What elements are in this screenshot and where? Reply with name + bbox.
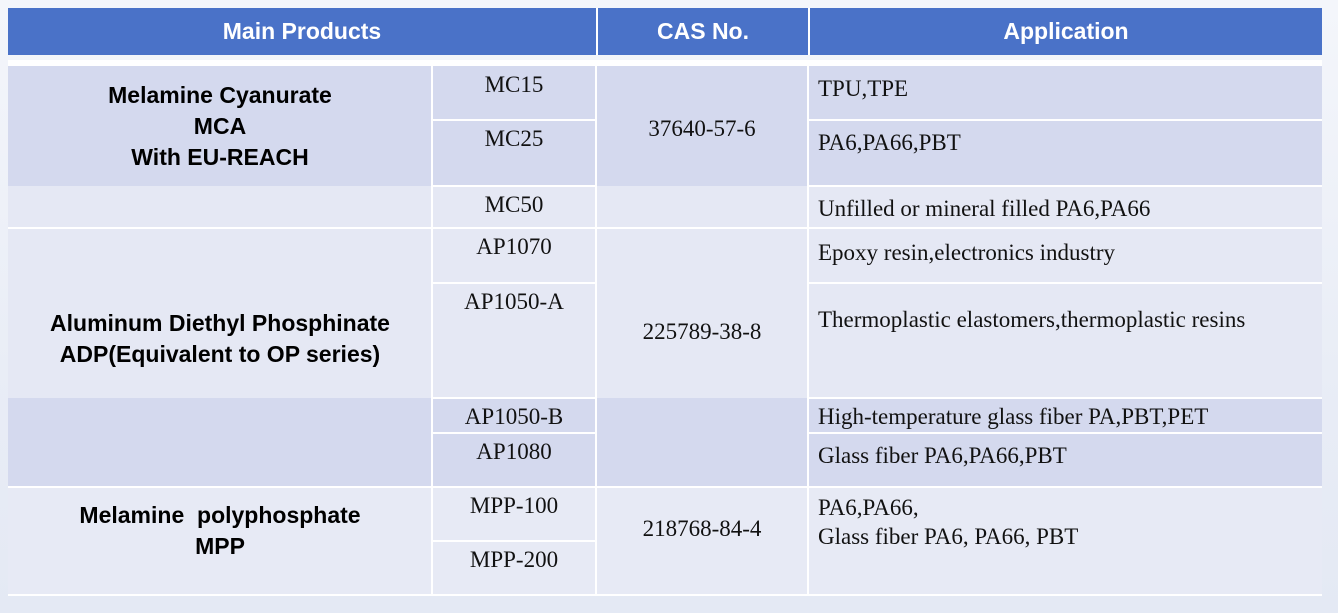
row-band xyxy=(8,66,1322,186)
header-cell: CAS No. xyxy=(596,8,808,55)
cas-number: 218768-84-4 xyxy=(642,516,762,541)
product-name-line: Aluminum Diethyl Phosphinate xyxy=(50,310,390,336)
grid-line xyxy=(432,185,596,187)
application: Epoxy resin,electronics industry xyxy=(818,240,1116,265)
header-cell: Main Products xyxy=(8,8,596,55)
application: Unfilled or mineral filled PA6,PA66 xyxy=(818,196,1151,221)
grid-line xyxy=(808,185,1322,187)
grid-line xyxy=(432,119,596,121)
grade: MPP-100 xyxy=(469,493,559,518)
grade: AP1050-B xyxy=(464,404,564,429)
row-band xyxy=(8,186,1322,398)
row-band xyxy=(8,398,1322,487)
grid-line xyxy=(808,282,1322,284)
grade: AP1080 xyxy=(476,439,552,464)
cas-number: 37640-57-6 xyxy=(648,116,756,141)
product-name-line: Melamine Cyanurate xyxy=(108,81,332,108)
grade: MC15 xyxy=(484,72,544,97)
application: TPU,TPE xyxy=(818,76,909,101)
application-line: Glass fiber PA6, PA66, PBT xyxy=(818,524,1079,549)
product-name: Melamine Cyanurate MCA With EU-REACH xyxy=(8,80,432,173)
grid-line xyxy=(808,432,1322,434)
grid-line xyxy=(807,66,809,595)
grid-line xyxy=(432,432,596,434)
grid-line xyxy=(808,397,1322,399)
product-name-line: ADP(Equivalent to OP series) xyxy=(59,341,381,367)
grid-line xyxy=(8,594,1322,596)
grade: MPP-200 xyxy=(469,547,559,572)
product-name-line: With EU-REACH xyxy=(131,143,309,170)
application: PA6,PA66,PBT xyxy=(818,130,961,155)
application: PA6,PA66, Glass fiber PA6, PA66, PBT xyxy=(818,493,1312,551)
cas-number: 225789-38-8 xyxy=(642,319,762,344)
application: High-temperature glass fiber PA,PBT,PET xyxy=(818,404,1209,429)
grade: AP1050-A xyxy=(464,289,564,314)
grid-line xyxy=(595,66,597,595)
application: Thermoplastic elastomers,thermoplastic r… xyxy=(818,307,1246,332)
application-line: PA6,PA66, xyxy=(818,495,919,520)
product-name-line: Melamine polyphosphate xyxy=(79,502,361,528)
product-name-line: MCA xyxy=(193,112,247,139)
grid-line xyxy=(432,282,596,284)
product-name-line: MPP xyxy=(195,533,245,559)
grade: MC50 xyxy=(484,192,544,217)
grid-line xyxy=(432,540,596,542)
product-name: Melamine polyphosphate MPP xyxy=(8,500,432,562)
product-name: Aluminum Diethyl Phosphinate ADP(Equivale… xyxy=(8,308,432,370)
grid-line xyxy=(808,119,1322,121)
grid-line xyxy=(431,66,433,595)
row-band xyxy=(8,487,1322,595)
grade: MC25 xyxy=(484,126,544,151)
grade: AP1070 xyxy=(476,234,552,259)
application: Glass fiber PA6,PA66,PBT xyxy=(818,443,1067,468)
grid-line xyxy=(8,486,1322,488)
grid-line xyxy=(432,397,596,399)
header-cell: Application xyxy=(808,8,1322,55)
grid-line xyxy=(8,227,1322,229)
grid-line xyxy=(8,60,1322,66)
